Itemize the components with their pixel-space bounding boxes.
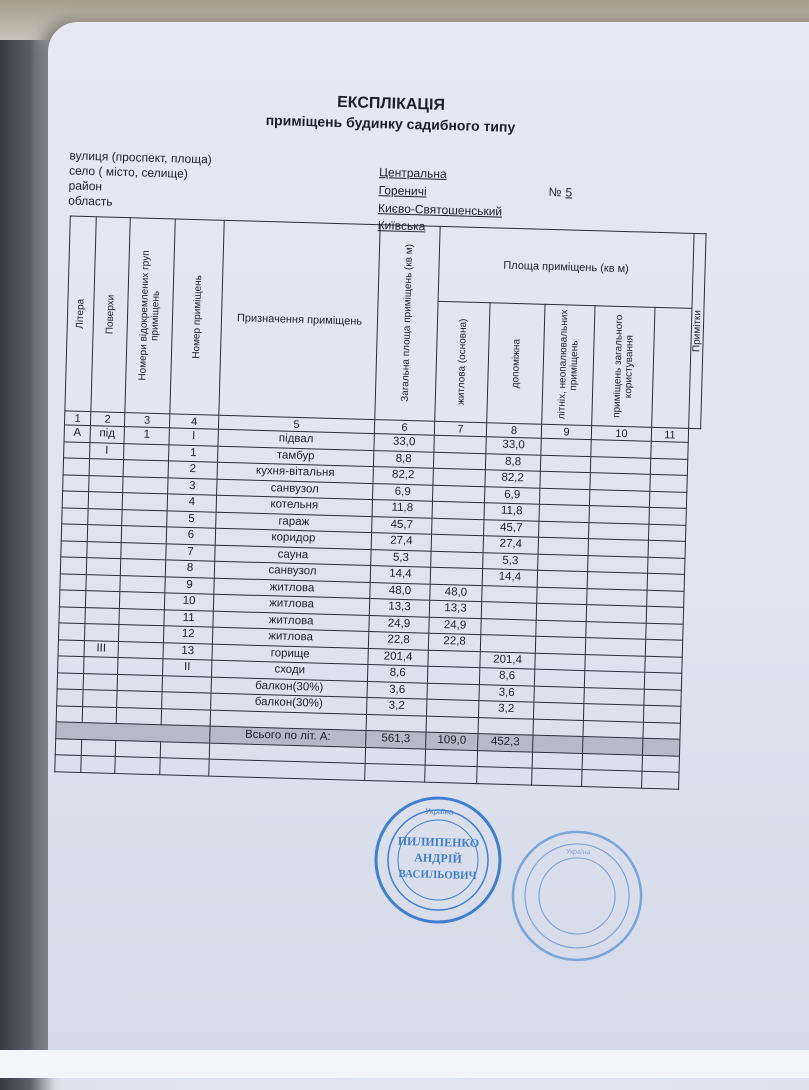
svg-text:ПИЛИПЕНКО: ПИЛИПЕНКО (398, 834, 480, 850)
background-bottom (0, 1050, 809, 1078)
svg-text:Україна: Україна (425, 807, 454, 817)
stamp-organization: Україна (511, 830, 643, 962)
document-page (48, 22, 809, 1062)
svg-text:АНДРІЙ: АНДРІЙ (414, 850, 463, 865)
svg-text:ВАСИЛЬОВИЧ: ВАСИЛЬОВИЧ (398, 868, 477, 882)
stamp-engineer: Україна ПИЛИПЕНКО АНДРІЙ ВАСИЛЬОВИЧ (374, 796, 502, 924)
svg-text:Україна: Україна (566, 849, 591, 857)
